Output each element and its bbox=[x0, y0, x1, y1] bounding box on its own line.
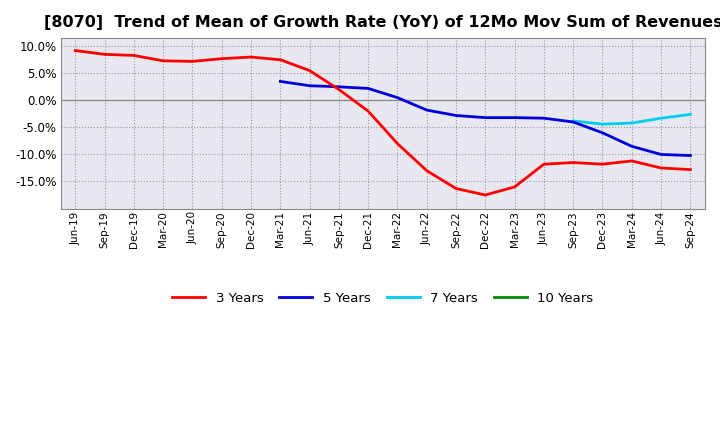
5 Years bbox=[393, 95, 402, 100]
3 Years bbox=[364, 109, 372, 114]
5 Years bbox=[627, 144, 636, 149]
5 Years bbox=[539, 116, 548, 121]
5 Years bbox=[305, 83, 314, 88]
5 Years bbox=[364, 86, 372, 91]
5 Years bbox=[481, 115, 490, 120]
3 Years bbox=[539, 161, 548, 167]
Title: [8070]  Trend of Mean of Growth Rate (YoY) of 12Mo Mov Sum of Revenues: [8070] Trend of Mean of Growth Rate (YoY… bbox=[43, 15, 720, 30]
Legend: 3 Years, 5 Years, 7 Years, 10 Years: 3 Years, 5 Years, 7 Years, 10 Years bbox=[167, 287, 598, 310]
3 Years bbox=[71, 48, 80, 53]
3 Years bbox=[159, 58, 168, 63]
5 Years bbox=[569, 119, 577, 125]
3 Years bbox=[686, 167, 695, 172]
5 Years bbox=[598, 130, 607, 136]
3 Years bbox=[423, 168, 431, 173]
3 Years bbox=[305, 68, 314, 73]
3 Years bbox=[627, 158, 636, 164]
3 Years bbox=[657, 165, 665, 171]
3 Years bbox=[100, 52, 109, 57]
3 Years bbox=[276, 57, 284, 62]
5 Years bbox=[276, 79, 284, 84]
7 Years bbox=[657, 116, 665, 121]
3 Years bbox=[510, 184, 519, 190]
3 Years bbox=[598, 161, 607, 167]
3 Years bbox=[393, 141, 402, 146]
5 Years bbox=[335, 84, 343, 89]
3 Years bbox=[217, 56, 226, 61]
3 Years bbox=[335, 87, 343, 92]
3 Years bbox=[451, 186, 460, 191]
5 Years bbox=[451, 113, 460, 118]
3 Years bbox=[130, 53, 138, 58]
Line: 3 Years: 3 Years bbox=[76, 51, 690, 195]
5 Years bbox=[423, 107, 431, 113]
Line: 5 Years: 5 Years bbox=[280, 81, 690, 155]
Line: 7 Years: 7 Years bbox=[573, 114, 690, 124]
3 Years bbox=[247, 55, 256, 60]
5 Years bbox=[657, 152, 665, 157]
3 Years bbox=[481, 192, 490, 198]
7 Years bbox=[569, 118, 577, 124]
7 Years bbox=[627, 121, 636, 126]
3 Years bbox=[188, 59, 197, 64]
7 Years bbox=[686, 112, 695, 117]
5 Years bbox=[686, 153, 695, 158]
3 Years bbox=[569, 160, 577, 165]
5 Years bbox=[510, 115, 519, 120]
7 Years bbox=[598, 121, 607, 127]
